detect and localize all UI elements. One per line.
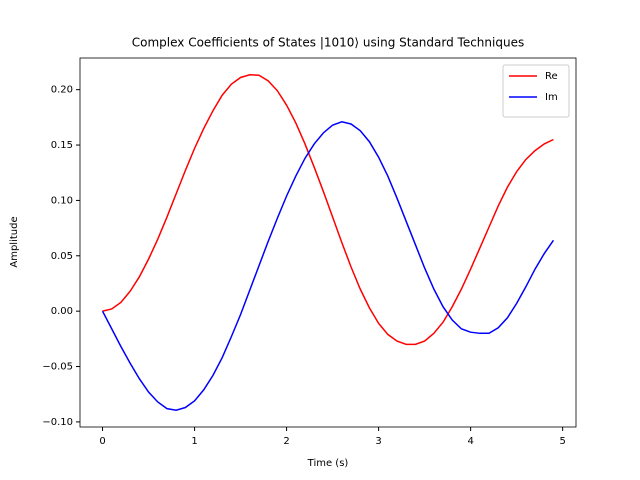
- plot-frame: [79, 57, 577, 428]
- y-tick-label: 0.20: [51, 85, 73, 96]
- x-tick-label: 5: [559, 436, 565, 447]
- x-tick-label: 1: [191, 436, 197, 447]
- y-axis-label: Amplitude: [9, 216, 20, 267]
- x-tick-label: 3: [375, 436, 381, 447]
- line-series: [102, 73, 554, 346]
- line-series: [101, 121, 555, 412]
- legend-label: Re: [545, 71, 558, 82]
- y-tick-label: −0.05: [42, 362, 73, 373]
- y-tick-label: 0.00: [51, 306, 73, 317]
- x-tick-label: 2: [283, 436, 289, 447]
- x-tick-label: 4: [467, 436, 473, 447]
- legend-box: [502, 64, 570, 118]
- legend-label: Im: [545, 92, 558, 103]
- y-tick-label: 0.15: [51, 140, 73, 151]
- y-tick-label: −0.10: [42, 417, 73, 428]
- y-tick-label: 0.05: [51, 251, 73, 262]
- y-tick-label: 0.10: [51, 195, 73, 206]
- x-tick-label: 0: [99, 436, 105, 447]
- x-axis-label: Time (s): [307, 458, 349, 469]
- chart-title: Complex Coefficients of States |1010⟩ us…: [132, 36, 524, 50]
